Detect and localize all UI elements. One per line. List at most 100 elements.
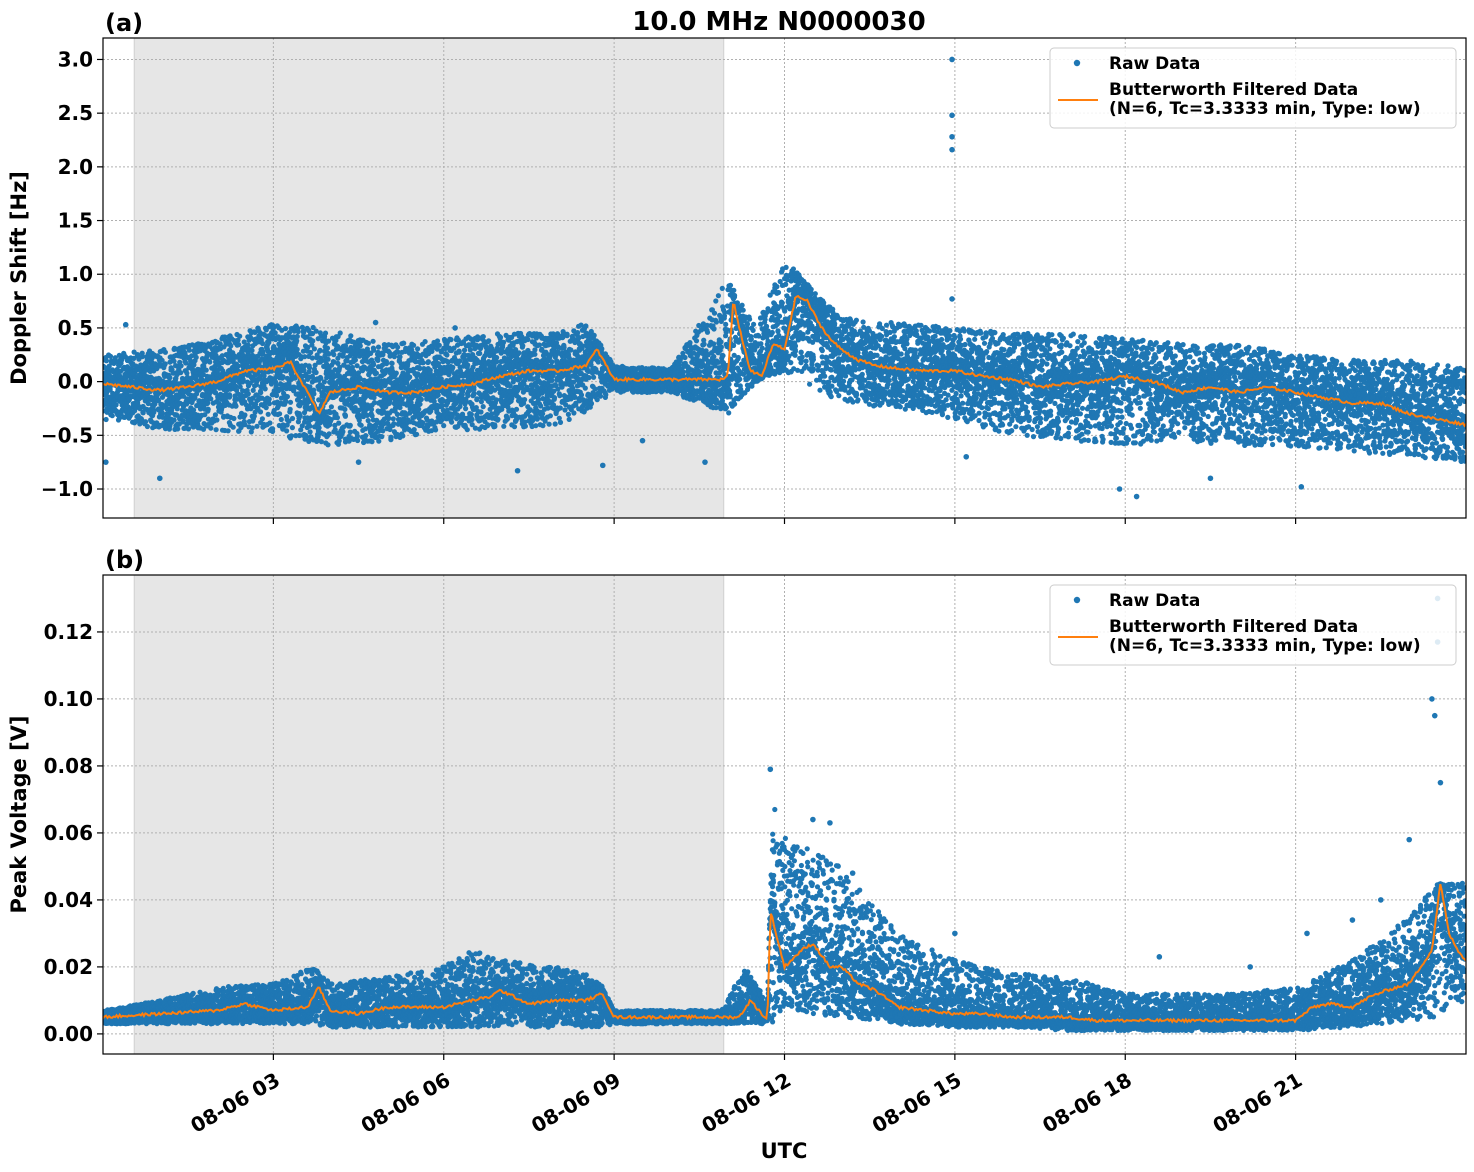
raw-data-point [287,406,293,412]
raw-data-point [522,397,528,403]
raw-data-point [373,370,379,376]
raw-data-point [347,429,353,435]
raw-data-point [383,361,390,367]
raw-data-point [511,424,518,430]
raw-data-point [144,423,150,430]
raw-data-point [259,416,265,422]
raw-data-point [397,354,403,360]
raw-data-point [465,362,471,368]
raw-data-point [552,421,558,427]
raw-data-point [444,352,450,358]
raw-data-point [334,415,340,421]
raw-data-point [597,393,604,399]
raw-data-point [250,387,256,393]
night-shade-region [133,37,725,519]
raw-data-point [401,340,407,346]
raw-data-point [478,409,484,415]
raw-data-point [386,415,392,421]
raw-data-point [283,399,289,405]
raw-data-point [534,415,541,421]
raw-data-point [565,411,572,417]
raw-data-point [230,424,236,430]
raw-data-point [295,329,301,335]
raw-data-point [407,374,413,380]
raw-data-point [110,369,116,375]
raw-data-point [104,409,110,415]
raw-data-point [325,442,331,448]
raw-data-point [193,354,199,360]
raw-data-point [501,339,507,345]
raw-data-point [582,385,588,391]
raw-data-point [233,403,239,409]
raw-data-point [564,331,570,337]
raw-data-point [324,345,331,351]
raw-data-point [152,401,158,407]
raw-data-point [462,422,468,428]
raw-data-point [171,417,177,423]
raw-data-point [549,377,555,383]
raw-data-point [185,426,192,432]
raw-data-point [265,411,271,417]
raw-data-point [159,410,165,416]
raw-data-point [342,406,348,412]
raw-data-point [416,406,422,412]
raw-data-point [575,330,581,336]
raw-data-point [107,353,114,359]
raw-data-point [441,423,447,429]
raw-data-point [245,391,251,397]
raw-data-point [464,427,470,433]
raw-data-point [106,363,112,369]
raw-data-point [140,410,146,416]
raw-data-point [342,413,348,419]
raw-data-point [318,439,324,445]
raw-data-point [449,419,455,425]
raw-data-point [267,420,273,426]
raw-data-point [371,362,377,368]
raw-data-point [301,329,307,336]
raw-data-point [549,359,555,365]
raw-data-point [186,347,192,353]
raw-data-point [226,394,233,400]
raw-data-point [513,406,520,412]
raw-data-point [478,399,484,405]
raw-data-point [145,400,151,407]
raw-data-point [116,415,122,421]
raw-data-point [266,396,272,402]
raw-data-point [492,423,498,429]
raw-data-point [448,337,454,343]
raw-data-point [284,414,290,420]
raw-data-point [260,340,266,347]
raw-data-point [592,386,598,392]
raw-data-point [395,344,401,350]
raw-data-point [411,342,417,348]
raw-data-point [465,393,471,399]
raw-data-point [477,350,483,356]
raw-data-point [480,334,486,340]
raw-data-point [278,416,284,423]
raw-data-point [418,396,424,402]
raw-data-point [260,348,266,354]
raw-data-point [160,414,166,420]
raw-data-point [249,347,255,354]
raw-data-point [603,392,609,398]
raw-data-point [505,416,511,422]
raw-data-point [522,423,529,429]
raw-data-point [578,392,585,398]
raw-data-point [591,374,597,380]
raw-data-point [249,425,255,431]
raw-data-point [547,413,554,419]
raw-data-point [326,431,332,437]
raw-data-point [379,434,385,440]
raw-data-point [557,393,563,399]
raw-data-point [375,357,381,363]
raw-data-point [307,429,313,435]
raw-data-point [175,426,181,432]
raw-data-point [358,422,364,428]
raw-data-point [112,355,118,361]
raw-data-point [588,400,595,406]
raw-data-point [328,404,334,410]
raw-data-point [294,333,300,340]
raw-data-point [525,336,531,343]
raw-data-point [213,427,219,433]
